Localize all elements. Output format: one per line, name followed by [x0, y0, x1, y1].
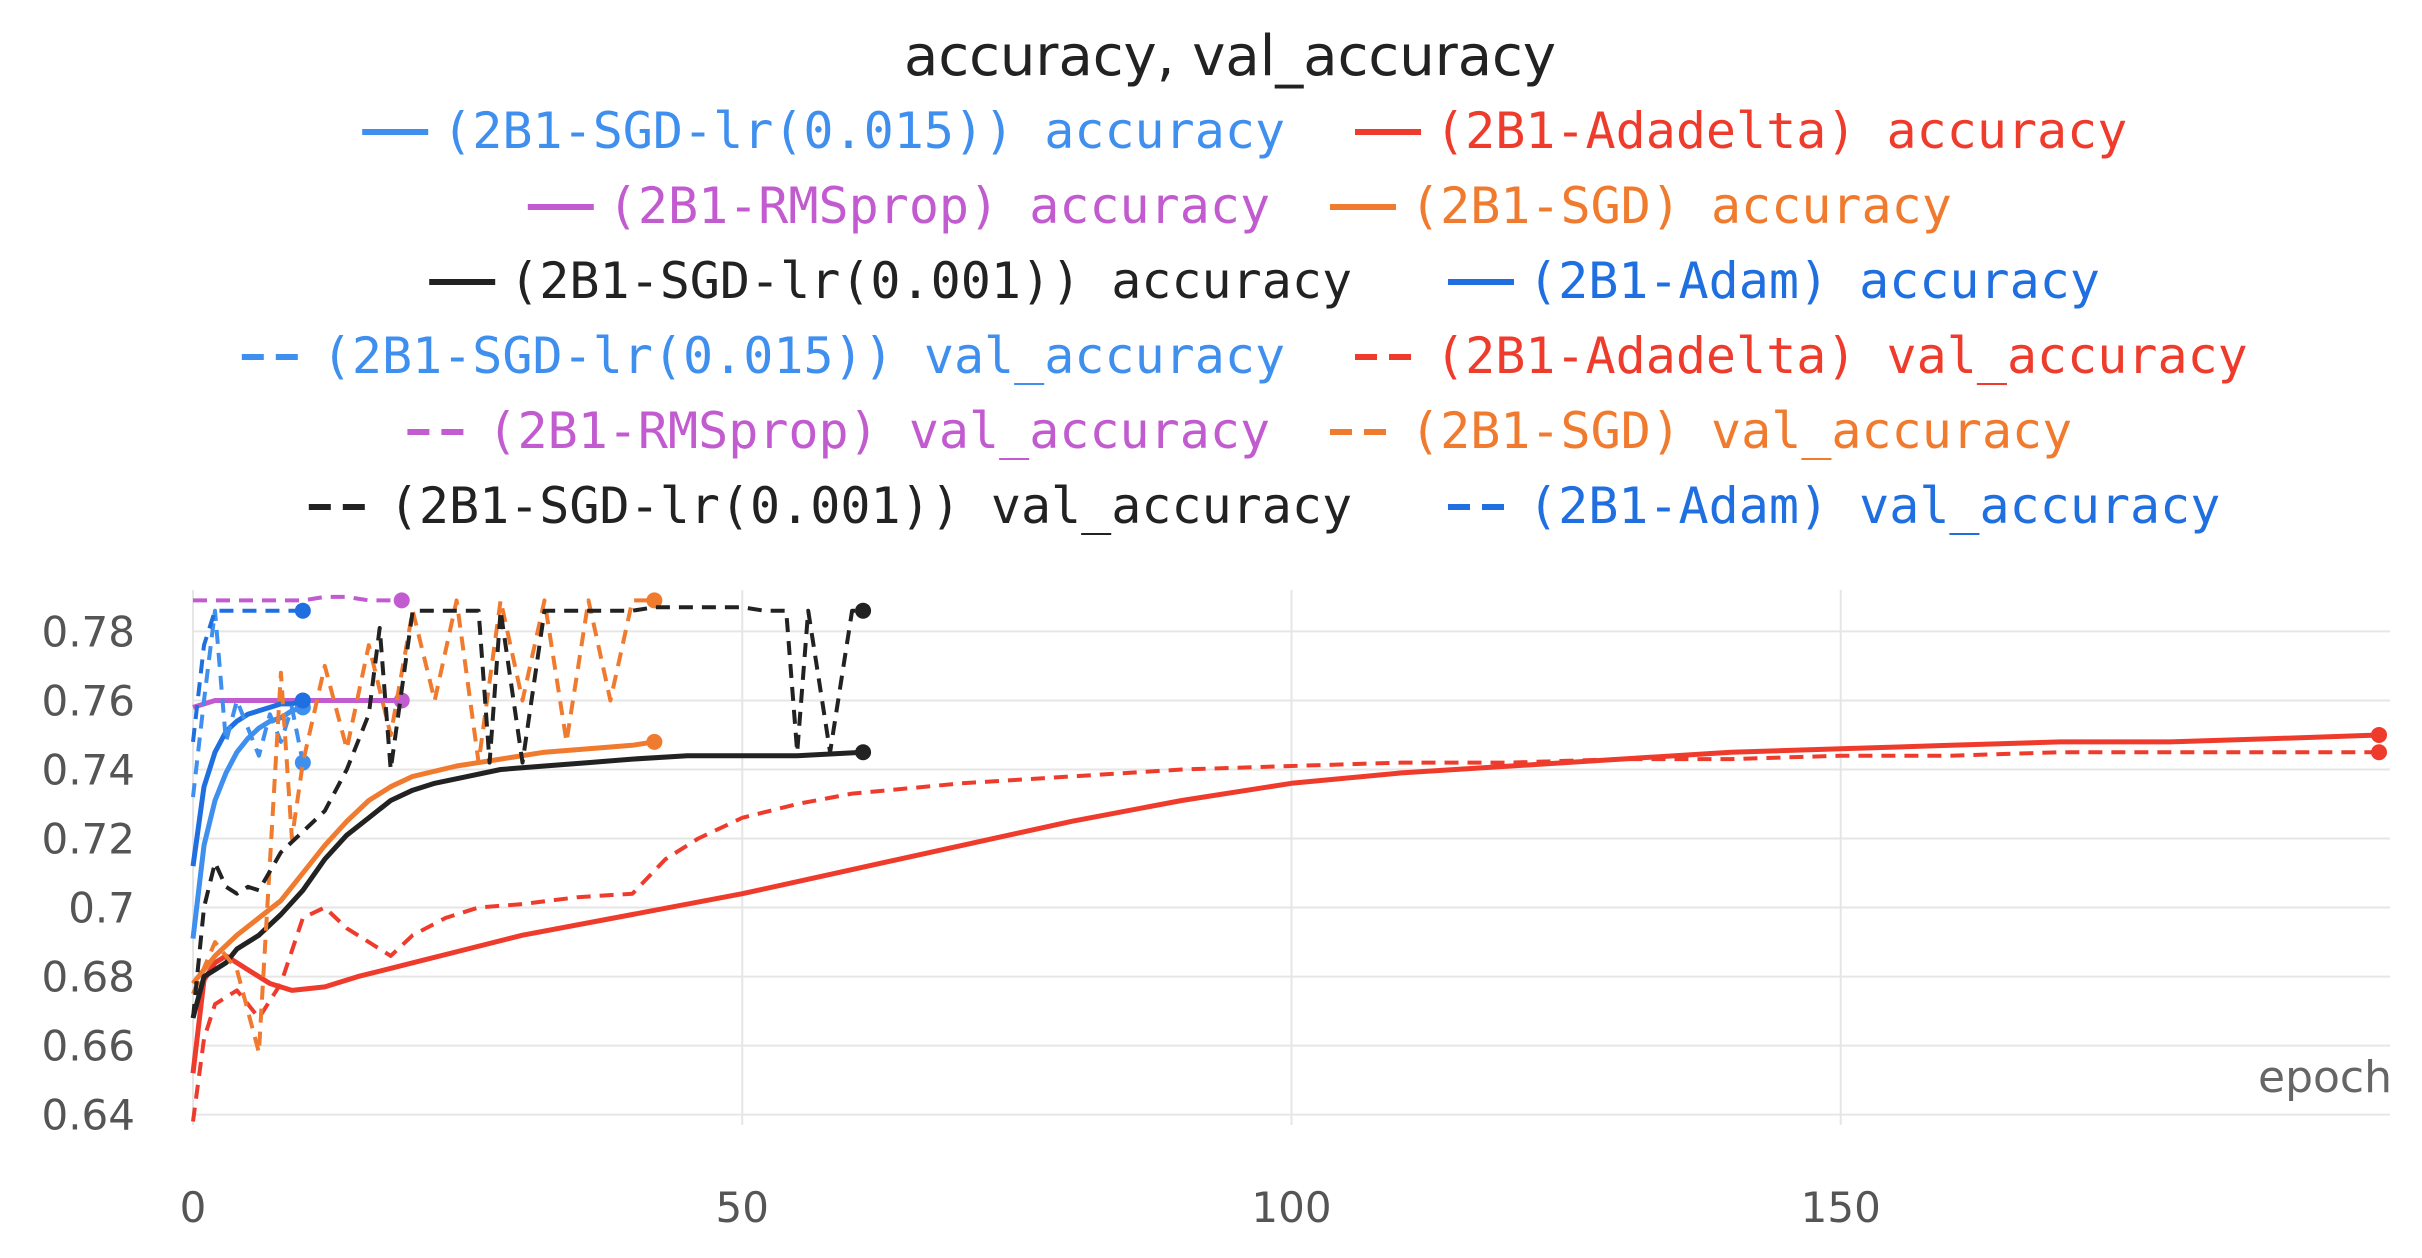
y-tick-label: 0.78 [41, 607, 135, 656]
series-end-marker-7 [2371, 744, 2388, 761]
x-axis-label: epoch [2258, 1052, 2392, 1103]
series-end-marker-11 [294, 602, 311, 619]
legend-entry: (2B1-Adadelta) accuracy [1435, 102, 2127, 160]
legend-entry: (2B1-SGD-lr(0.015)) val_accuracy [322, 327, 1285, 385]
series-end-marker-1 [2371, 726, 2388, 743]
series-line-7 [191, 750, 2379, 1122]
legend-entry: (2B1-RMSprop) accuracy [608, 177, 1270, 235]
y-tick-label: 0.7 [68, 884, 135, 933]
legend-entry: (2B1-SGD-lr(0.001)) accuracy [509, 252, 1352, 310]
legend-entry: (2B1-SGD-lr(0.015)) accuracy [442, 102, 1285, 160]
series-end-marker-10 [855, 602, 872, 619]
series-line-8 [193, 594, 402, 603]
series-line-11 [191, 608, 303, 743]
legend-entry: (2B1-Adam) val_accuracy [1528, 477, 2220, 535]
y-tick-label: 0.76 [41, 676, 135, 725]
series-end-marker-9 [646, 592, 663, 609]
y-tick-label: 0.64 [41, 1091, 135, 1140]
legend-entry: (2B1-Adam) accuracy [1528, 252, 2100, 310]
series-end-marker-3 [646, 733, 663, 750]
legend-entry: (2B1-SGD) val_accuracy [1410, 402, 2072, 460]
series-end-marker-4 [855, 744, 872, 761]
x-tick-label: 150 [1801, 1183, 1881, 1232]
y-tick-label: 0.68 [41, 953, 135, 1002]
series-line-1 [190, 732, 2380, 1074]
x-tick-label: 0 [180, 1183, 207, 1232]
y-tick-label: 0.74 [41, 745, 135, 794]
legend: (2B1-SGD-lr(0.015)) accuracy (2B1-Adadelt… [241, 102, 2248, 535]
series-line-6 [191, 608, 305, 798]
chart-title: accuracy, val_accuracy [904, 24, 1556, 89]
grid [192, 590, 2390, 1125]
legend-entry: (2B1-Adadelta) val_accuracy [1435, 327, 2248, 385]
series-line-2 [192, 698, 402, 710]
series-end-marker-6 [294, 754, 311, 771]
series-line-4 [190, 749, 864, 1019]
series-end-marker-8 [393, 592, 410, 609]
x-tick-label: 50 [716, 1183, 769, 1232]
legend-entry: (2B1-RMSprop) val_accuracy [487, 402, 1270, 460]
plot-area [190, 592, 2388, 1122]
y-tick-label: 0.66 [41, 1022, 135, 1071]
series-line-9 [191, 598, 655, 1055]
y-axis: 0.64 0.66 0.68 0.7 0.72 0.74 0.76 0.78 [41, 607, 135, 1139]
x-tick-label: 100 [1251, 1183, 1331, 1232]
legend-entry: (2B1-SGD) accuracy [1410, 177, 1952, 235]
series-line-3 [191, 739, 655, 986]
series-line-10 [191, 605, 864, 1019]
series-end-marker-5 [294, 692, 311, 709]
x-axis: 0 50 100 150 [180, 1183, 1881, 1232]
legend-entry: (2B1-SGD-lr(0.001)) val_accuracy [389, 477, 1352, 535]
y-tick-label: 0.72 [41, 815, 135, 864]
